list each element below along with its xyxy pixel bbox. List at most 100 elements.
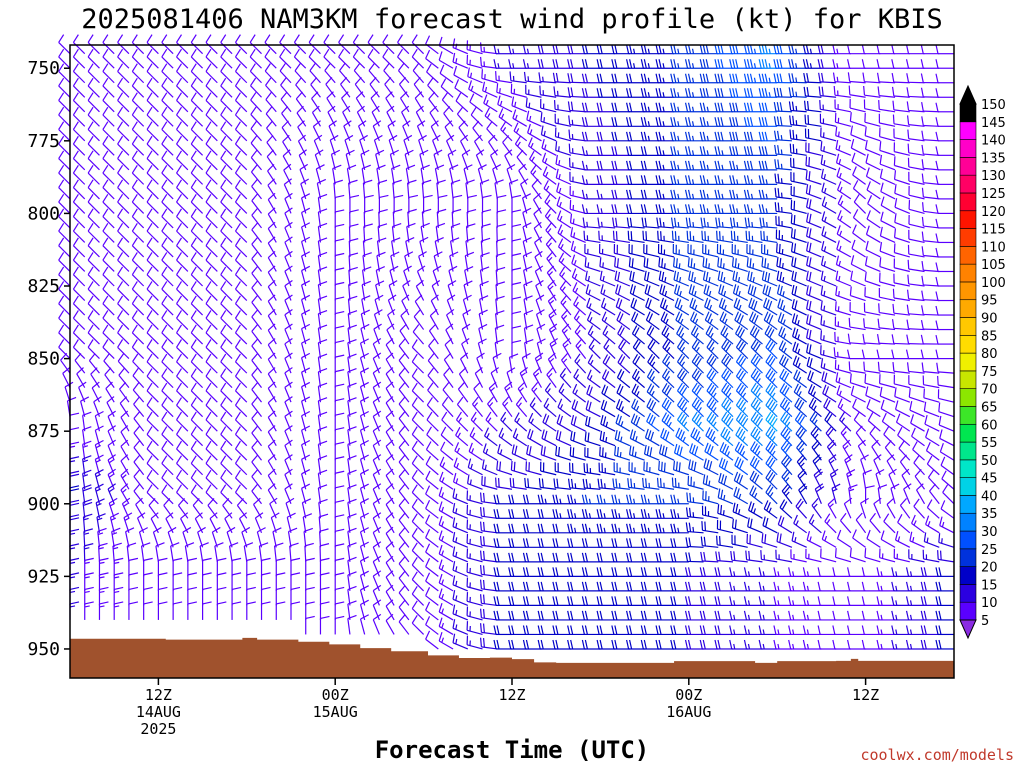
wind-barb bbox=[848, 484, 858, 504]
wind-barb bbox=[908, 549, 925, 563]
wind-barb bbox=[334, 456, 345, 475]
wind-barb bbox=[880, 399, 896, 418]
wind-barb bbox=[860, 497, 869, 519]
wind-barb bbox=[385, 352, 395, 374]
wind-barb bbox=[555, 446, 572, 461]
wind-barb bbox=[865, 240, 881, 258]
wind-barb bbox=[657, 230, 675, 244]
wind-barb bbox=[411, 571, 425, 592]
wind-barb bbox=[117, 281, 130, 301]
wind-barb bbox=[924, 415, 940, 432]
wind-barb bbox=[190, 77, 204, 98]
wind-barb bbox=[267, 163, 277, 185]
wind-barb bbox=[128, 557, 139, 577]
wind-barb bbox=[922, 549, 940, 563]
wind-barb bbox=[176, 135, 189, 156]
wind-barb bbox=[418, 251, 427, 272]
wind-barb bbox=[131, 48, 145, 69]
wind-barb bbox=[187, 586, 197, 606]
wind-barb bbox=[411, 585, 425, 606]
wind-barb bbox=[82, 426, 92, 446]
wind-barb bbox=[231, 586, 242, 606]
wind-barb bbox=[372, 425, 382, 446]
wind-barb bbox=[347, 339, 357, 359]
wind-barb bbox=[334, 572, 345, 591]
wind-barb bbox=[234, 63, 248, 84]
wind-barb bbox=[628, 257, 645, 273]
wind-barb bbox=[556, 210, 572, 229]
wind-barb bbox=[733, 486, 749, 505]
wind-barb bbox=[465, 223, 476, 243]
wind-barb bbox=[234, 295, 248, 316]
wind-barb bbox=[317, 484, 328, 504]
wind-barb bbox=[643, 270, 660, 287]
wind-barb bbox=[372, 352, 382, 374]
wind-barb bbox=[411, 615, 425, 635]
wind-barb bbox=[234, 252, 248, 272]
wind-barb bbox=[510, 460, 527, 476]
wind-barb bbox=[833, 85, 851, 98]
wind-barb bbox=[161, 484, 174, 505]
wind-barb bbox=[161, 411, 174, 432]
wind-barb bbox=[871, 439, 881, 461]
wind-barb bbox=[584, 447, 601, 461]
wind-barb bbox=[879, 168, 896, 185]
wind-barb bbox=[251, 483, 263, 505]
wind-barb bbox=[190, 484, 204, 505]
wind-barb bbox=[205, 179, 218, 200]
colorbar-swatch bbox=[959, 530, 977, 550]
wind-barb bbox=[508, 179, 519, 199]
wind-barb bbox=[864, 140, 881, 156]
wind-barb bbox=[495, 477, 513, 490]
wind-barb bbox=[349, 209, 359, 228]
wind-barb bbox=[250, 120, 262, 142]
wind-barb bbox=[762, 284, 778, 302]
wind-barb bbox=[58, 179, 71, 200]
wind-barb bbox=[685, 537, 704, 548]
wind-barb bbox=[397, 62, 410, 84]
wind-barb bbox=[72, 339, 86, 360]
wind-barb bbox=[502, 135, 513, 156]
wind-barb bbox=[643, 244, 660, 258]
wind-barb bbox=[614, 270, 631, 287]
wind-barb bbox=[190, 48, 204, 69]
wind-barb bbox=[688, 270, 704, 287]
wind-barb bbox=[146, 77, 159, 98]
wind-barb bbox=[923, 401, 940, 418]
wind-barb bbox=[746, 533, 763, 548]
wind-barb bbox=[251, 338, 263, 359]
wind-barb bbox=[776, 256, 793, 273]
wind-barb bbox=[834, 548, 852, 563]
wind-barb bbox=[387, 294, 397, 316]
wind-barb bbox=[493, 538, 512, 548]
wind-barb bbox=[460, 134, 469, 156]
wind-barb bbox=[748, 501, 763, 519]
wind-barb bbox=[161, 353, 174, 374]
wind-barb bbox=[481, 209, 492, 228]
wind-barb bbox=[334, 543, 345, 562]
wind-barb bbox=[463, 164, 473, 185]
wind-barb bbox=[835, 372, 852, 389]
wind-barb bbox=[790, 185, 807, 200]
wind-barb bbox=[541, 138, 557, 156]
wind-barb bbox=[675, 427, 690, 447]
wind-barb bbox=[820, 285, 837, 302]
wind-barb bbox=[865, 386, 881, 403]
wind-barb bbox=[879, 127, 896, 142]
wind-barb bbox=[883, 513, 896, 534]
wind-barb bbox=[745, 550, 763, 563]
wind-barb bbox=[922, 375, 940, 389]
wind-barb bbox=[290, 601, 301, 620]
wind-barb bbox=[187, 572, 197, 591]
wind-barb bbox=[731, 244, 748, 258]
wind-barb bbox=[251, 469, 263, 490]
wind-barb bbox=[317, 382, 328, 403]
wind-barb bbox=[176, 455, 189, 476]
wind-barb bbox=[849, 112, 866, 127]
wind-barb bbox=[702, 270, 719, 287]
wind-barb bbox=[362, 252, 372, 272]
wind-barb bbox=[58, 295, 71, 316]
wind-barb bbox=[777, 312, 793, 331]
wind-barb bbox=[161, 295, 174, 316]
wind-barb bbox=[146, 295, 159, 316]
